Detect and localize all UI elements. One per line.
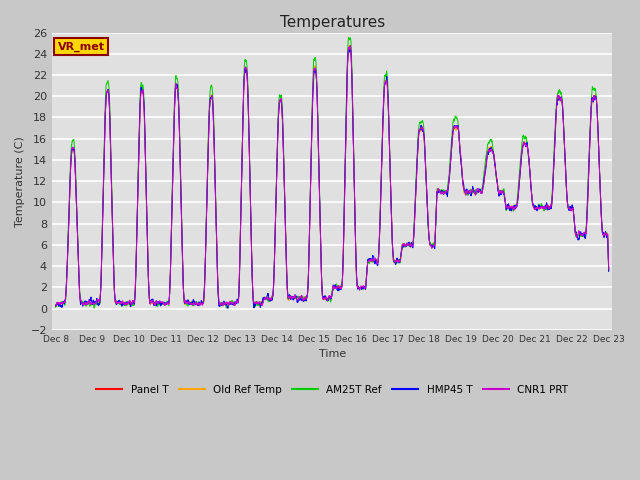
Panel T bbox=[605, 267, 612, 273]
AM25T Ref bbox=[345, 35, 353, 41]
Legend: Panel T, Old Ref Temp, AM25T Ref, HMP45 T, CNR1 PRT: Panel T, Old Ref Temp, AM25T Ref, HMP45 … bbox=[92, 381, 572, 399]
Line: HMP45 T: HMP45 T bbox=[56, 49, 609, 308]
Old Ref Temp bbox=[147, 301, 155, 307]
Panel T bbox=[147, 299, 155, 305]
Line: AM25T Ref: AM25T Ref bbox=[56, 38, 609, 308]
AM25T Ref bbox=[410, 232, 417, 238]
HMP45 T bbox=[477, 189, 484, 195]
HMP45 T bbox=[147, 299, 155, 304]
CNR1 PRT bbox=[147, 299, 155, 305]
HMP45 T bbox=[224, 305, 232, 311]
Old Ref Temp bbox=[605, 267, 612, 273]
AM25T Ref bbox=[147, 299, 155, 305]
HMP45 T bbox=[52, 303, 60, 309]
HMP45 T bbox=[410, 236, 417, 241]
Panel T bbox=[410, 236, 417, 242]
Line: Panel T: Panel T bbox=[56, 46, 609, 306]
Y-axis label: Temperature (C): Temperature (C) bbox=[15, 136, 25, 227]
AM25T Ref bbox=[605, 267, 612, 273]
Old Ref Temp bbox=[485, 145, 493, 151]
Line: CNR1 PRT: CNR1 PRT bbox=[56, 46, 609, 306]
HMP45 T bbox=[485, 150, 493, 156]
Title: Temperatures: Temperatures bbox=[280, 15, 385, 30]
Panel T bbox=[345, 43, 353, 49]
Old Ref Temp bbox=[345, 43, 353, 48]
Panel T bbox=[420, 142, 428, 148]
CNR1 PRT bbox=[477, 189, 484, 194]
AM25T Ref bbox=[90, 305, 98, 311]
AM25T Ref bbox=[485, 141, 493, 146]
HMP45 T bbox=[461, 188, 468, 194]
AM25T Ref bbox=[477, 189, 484, 194]
Old Ref Temp bbox=[52, 303, 60, 309]
CNR1 PRT bbox=[605, 266, 612, 272]
CNR1 PRT bbox=[420, 142, 428, 148]
Old Ref Temp bbox=[421, 144, 429, 150]
HMP45 T bbox=[605, 269, 612, 275]
Panel T bbox=[485, 146, 493, 152]
CNR1 PRT bbox=[346, 43, 354, 48]
CNR1 PRT bbox=[461, 188, 468, 193]
Old Ref Temp bbox=[461, 191, 468, 197]
X-axis label: Time: Time bbox=[319, 349, 346, 359]
Panel T bbox=[477, 189, 484, 194]
Line: Old Ref Temp: Old Ref Temp bbox=[56, 46, 609, 306]
AM25T Ref bbox=[421, 141, 429, 147]
Old Ref Temp bbox=[477, 190, 484, 196]
CNR1 PRT bbox=[52, 303, 60, 309]
AM25T Ref bbox=[461, 190, 468, 196]
CNR1 PRT bbox=[410, 237, 417, 243]
Old Ref Temp bbox=[410, 234, 417, 240]
HMP45 T bbox=[345, 46, 353, 52]
AM25T Ref bbox=[52, 304, 60, 310]
Text: VR_met: VR_met bbox=[58, 41, 104, 52]
Old Ref Temp bbox=[52, 303, 60, 309]
Panel T bbox=[461, 189, 468, 195]
Panel T bbox=[52, 303, 60, 309]
HMP45 T bbox=[421, 144, 429, 150]
CNR1 PRT bbox=[485, 147, 493, 153]
